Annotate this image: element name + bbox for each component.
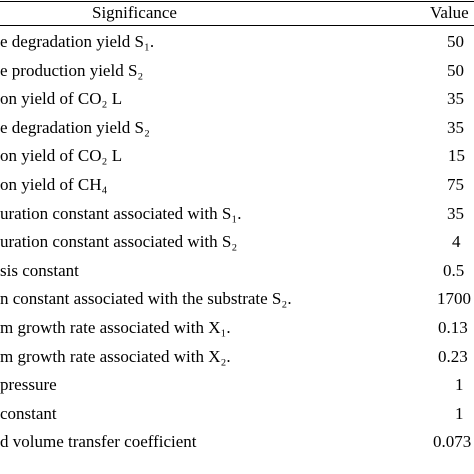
significance-cell: on yield of CO₂ L — [0, 146, 123, 166]
significance-cell: e degradation yield S₁. — [0, 32, 155, 51]
significance-cell: e production yield S₂ — [0, 60, 144, 80]
table-row: on yield of CO₂ L 15 — [0, 142, 474, 171]
significance-cell: m growth rate associated with X₂. — [0, 346, 231, 366]
table-row: n constant associated with the substrate… — [0, 285, 474, 314]
table-row: on yield of CH₄ 75 — [0, 171, 474, 200]
value-cell: 0.23 — [438, 346, 468, 366]
significance-cell: m growth rate associated with X₁. — [0, 317, 231, 337]
table-row: sis constant 0.5 — [0, 257, 474, 286]
significance-header: Significance — [92, 3, 177, 22]
value-cell: 1700 — [437, 289, 471, 309]
header-rule — [0, 25, 474, 26]
table-row: on yield of CO₂ L 35 — [0, 85, 474, 114]
significance-cell: sis constant — [0, 260, 79, 280]
significance-cell: d volume transfer coefficient — [0, 432, 197, 452]
value-cell: 50 — [447, 60, 464, 80]
table-row: d volume transfer coefficient 0.073 — [0, 428, 474, 457]
table-row: e production yield S₂ 50 — [0, 57, 474, 86]
value-cell: 0.13 — [438, 317, 468, 337]
significance-cell: on yield of CH₄ — [0, 174, 108, 194]
table-row: uration constant associated with S₂ 4 — [0, 228, 474, 257]
significance-cell: pressure — [0, 375, 57, 395]
significance-cell: constant — [0, 403, 57, 423]
value-cell: 1 — [455, 403, 464, 423]
value-cell: 1 — [455, 375, 464, 395]
table-row: e degradation yield S₂ 35 — [0, 114, 474, 143]
value-cell: 75 — [447, 174, 464, 194]
table-row: m growth rate associated with X₁. 0.13 — [0, 314, 474, 343]
value-cell: 35 — [447, 203, 464, 223]
significance-cell: uration constant associated with S₂ — [0, 232, 238, 252]
table-body: e degradation yield S₁. 50 e production … — [0, 28, 474, 457]
significance-cell: e degradation yield S₂ — [0, 117, 150, 137]
significance-cell: n constant associated with the substrate… — [0, 289, 292, 309]
table-top-rule — [0, 1, 474, 2]
value-cell: 50 — [447, 32, 464, 51]
value-cell: 15 — [448, 146, 465, 166]
table-row: e degradation yield S₁. 50 — [0, 28, 474, 57]
value-cell: 4 — [452, 232, 461, 252]
table-row: constant 1 — [0, 400, 474, 429]
value-cell: 35 — [447, 89, 464, 109]
value-cell: 35 — [447, 117, 464, 137]
table-row: uration constant associated with S₁. 35 — [0, 200, 474, 229]
table-row: m growth rate associated with X₂. 0.23 — [0, 343, 474, 372]
table-row: pressure 1 — [0, 371, 474, 400]
value-header: Value — [430, 3, 469, 22]
significance-cell: on yield of CO₂ L — [0, 89, 123, 109]
significance-cell: uration constant associated with S₁. — [0, 203, 242, 223]
value-cell: 0.5 — [443, 260, 465, 280]
value-cell: 0.073 — [433, 432, 472, 452]
